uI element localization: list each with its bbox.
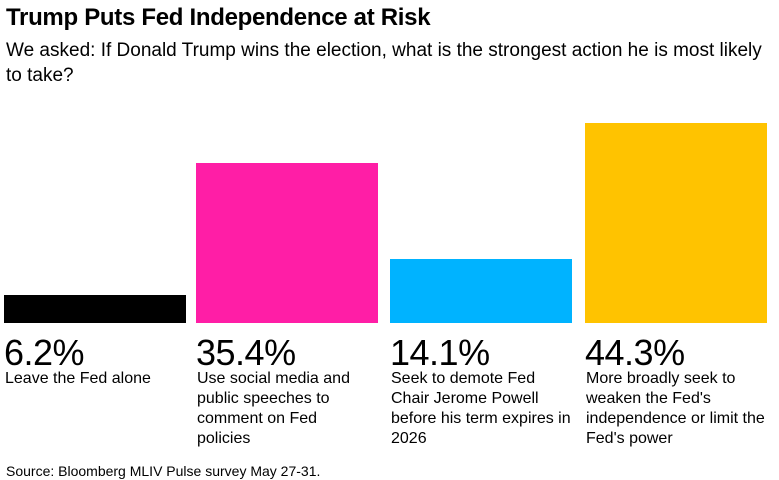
value-label-3: 14.1%	[390, 332, 490, 373]
value-label-4: 44.3%	[585, 332, 685, 373]
chart-subtitle: We asked: If Donald Trump wins the elect…	[6, 40, 762, 86]
category-label-3: Seek to demote Fed Chair Jerome Powell b…	[391, 370, 571, 447]
bar-2	[196, 163, 378, 323]
source-note: Source: Bloomberg MLIV Pulse survey May …	[6, 463, 321, 479]
category-label-2: Use social media and public speeches to …	[197, 370, 350, 447]
value-label-1: 6.2%	[4, 332, 85, 373]
bar-4	[585, 123, 767, 323]
category-label-1: Leave the Fed alone	[5, 370, 151, 387]
category-label-4: More broadly seek to weaken the Fed's in…	[586, 370, 765, 447]
value-label-2: 35.4%	[196, 332, 296, 373]
chart-title: Trump Puts Fed Independence at Risk	[6, 4, 431, 31]
bar-1	[4, 295, 186, 323]
bar-3	[390, 259, 572, 323]
